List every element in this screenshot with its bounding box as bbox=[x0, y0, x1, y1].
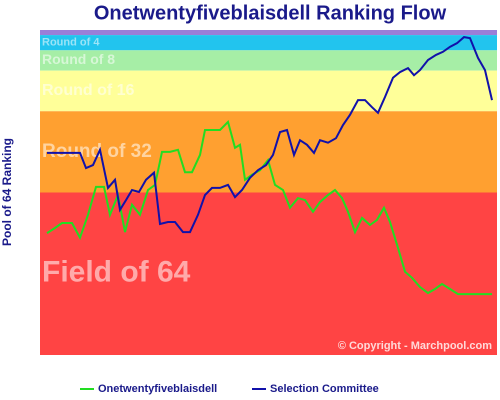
band-label: Round of 8 bbox=[42, 51, 115, 67]
band bbox=[40, 30, 497, 36]
copyright: © Copyright - Marchpool.com bbox=[338, 340, 492, 352]
series-line bbox=[47, 36, 493, 234]
legend: Onetwentyfiveblaisdell Selection Committe… bbox=[80, 383, 379, 395]
band bbox=[40, 111, 497, 193]
band bbox=[40, 192, 497, 355]
band-label: Field of 64 bbox=[42, 256, 191, 289]
series-line bbox=[46, 119, 492, 296]
legend-label: Selection Committee bbox=[270, 383, 379, 395]
band bbox=[40, 70, 497, 112]
bands: Round of 4 Round of 8 Round of 16 Round of … bbox=[40, 30, 497, 355]
y-axis-label: Pool of 64 Ranking bbox=[0, 138, 14, 246]
lines bbox=[46, 36, 493, 296]
legend-label: Onetwentyfiveblaisdell bbox=[98, 383, 217, 395]
band-label: Round of 4 bbox=[42, 37, 100, 49]
band bbox=[40, 35, 497, 51]
band bbox=[40, 50, 497, 71]
band-label: Round of 16 bbox=[42, 82, 135, 99]
band-label: Round of 32 bbox=[42, 141, 152, 162]
chart-title: Onetwentyfiveblaisdell Ranking Flow bbox=[94, 2, 447, 24]
